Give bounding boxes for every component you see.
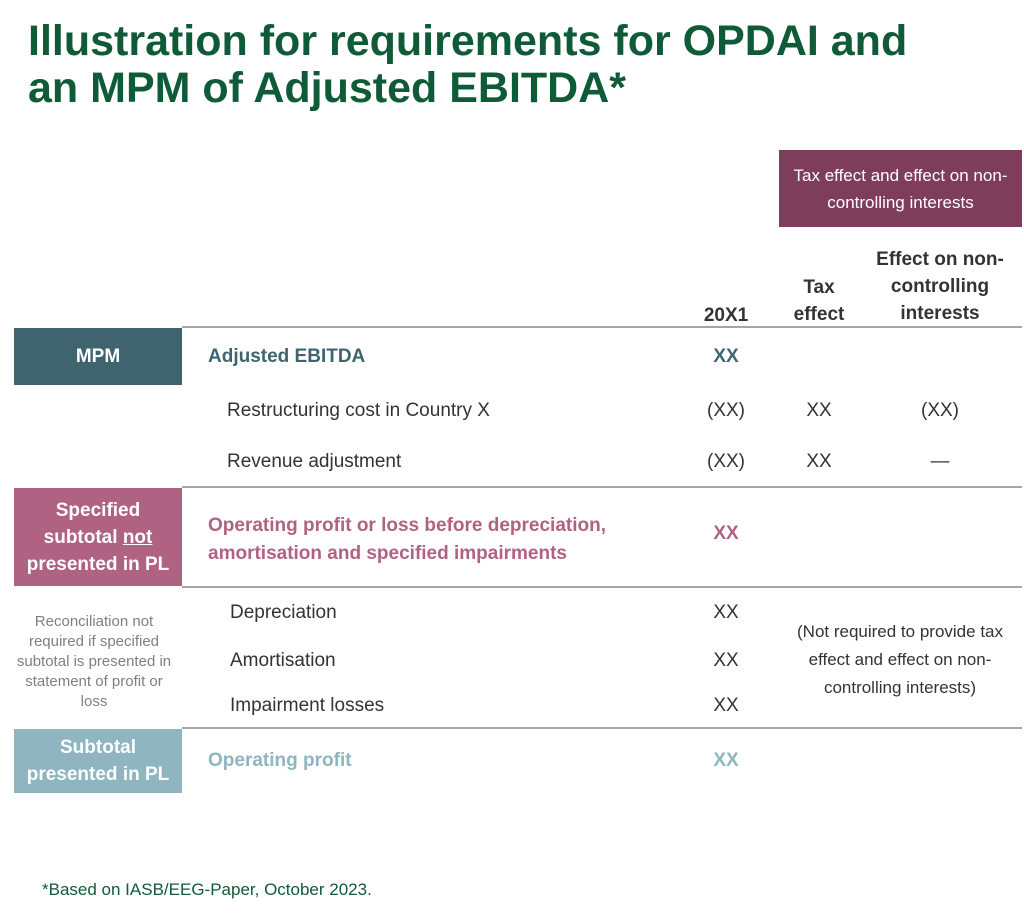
column-header-nci-line-3: interests xyxy=(900,303,980,324)
row-label-opdai-line-1: Operating profit or loss before deprecia… xyxy=(208,515,606,536)
specified-box-not-underlined: not xyxy=(122,526,153,548)
column-header-20x1: 20X1 xyxy=(703,305,749,326)
value-revenue-adjustment-20x1: (XX) xyxy=(707,451,745,472)
column-header-tax-effect: Tax effect xyxy=(780,274,858,328)
value-impairment-losses-20x1: XX xyxy=(713,695,739,716)
subtotal-presented-box: Subtotal presented in PL xyxy=(14,729,182,793)
tax-effect-banner: Tax effect and effect on non-controlling… xyxy=(779,150,1022,227)
divider-specified-bottom xyxy=(182,586,1022,588)
column-header-nci-line-1: Effect on non- xyxy=(876,249,1004,270)
row-label-revenue-adjustment: Revenue adjustment xyxy=(227,451,402,472)
column-header-nci-line-2: controlling xyxy=(890,276,990,297)
row-label-opdai-line-2: amortisation and specified impairments xyxy=(208,543,567,564)
value-revenue-adjustment-nci: — xyxy=(930,451,950,472)
specified-box-line-2: subtotal not xyxy=(27,524,170,551)
footnote: *Based on IASB/EEG-Paper, October 2023. xyxy=(42,880,372,899)
column-header-tax-line-1: Tax xyxy=(803,277,835,298)
value-restructuring-nci: (XX) xyxy=(921,400,959,421)
row-label-opdai: Operating profit or loss before deprecia… xyxy=(208,512,606,568)
row-label-adjusted-ebitda: Adjusted EBITDA xyxy=(208,346,366,367)
value-revenue-adjustment-tax: XX xyxy=(806,451,832,472)
row-label-restructuring: Restructuring cost in Country X xyxy=(227,400,490,421)
specified-box-line-2-text: subtotal xyxy=(43,526,123,548)
specified-box-line-3: presented in PL xyxy=(26,553,170,575)
value-adjusted-ebitda-20x1: XX xyxy=(713,346,739,367)
subtotal-box-line-2: presented in PL xyxy=(26,764,170,785)
value-operating-profit-20x1: XX xyxy=(713,750,739,771)
page-title: Illustration for requirements for OPDAI … xyxy=(28,18,1008,112)
value-restructuring-20x1: (XX) xyxy=(707,400,745,421)
column-header-nci-effect: Effect on non- controlling interests xyxy=(858,246,1022,327)
value-depreciation-20x1: XX xyxy=(713,602,739,623)
specified-subtotal-box: Specified subtotal not presented in PL xyxy=(14,488,182,586)
value-opdai-20x1: XX xyxy=(713,523,739,544)
row-label-impairment-losses: Impairment losses xyxy=(230,695,385,716)
divider-header xyxy=(182,326,1022,328)
row-label-amortisation: Amortisation xyxy=(230,650,336,671)
mpm-box-label: MPM xyxy=(75,345,121,367)
divider-subtotal-top xyxy=(182,727,1022,729)
value-restructuring-tax: XX xyxy=(806,400,832,421)
divider-specified-top xyxy=(182,486,1022,488)
row-label-operating-profit: Operating profit xyxy=(208,750,352,771)
not-required-note: (Not required to provide tax effect and … xyxy=(797,622,1003,697)
mpm-box: MPM xyxy=(14,328,182,385)
subtotal-box-line-1: Subtotal xyxy=(60,737,136,758)
page-title-line-2: an MPM of Adjusted EBITDA* xyxy=(28,64,627,112)
page-title-line-1: Illustration for requirements for OPDAI … xyxy=(28,17,908,65)
reconciliation-note: Reconciliation not required if specified… xyxy=(16,613,172,710)
value-amortisation-20x1: XX xyxy=(713,650,739,671)
specified-box-line-1: Specified xyxy=(55,499,141,521)
column-header-tax-line-2: effect xyxy=(793,304,845,325)
row-label-depreciation: Depreciation xyxy=(230,602,337,623)
